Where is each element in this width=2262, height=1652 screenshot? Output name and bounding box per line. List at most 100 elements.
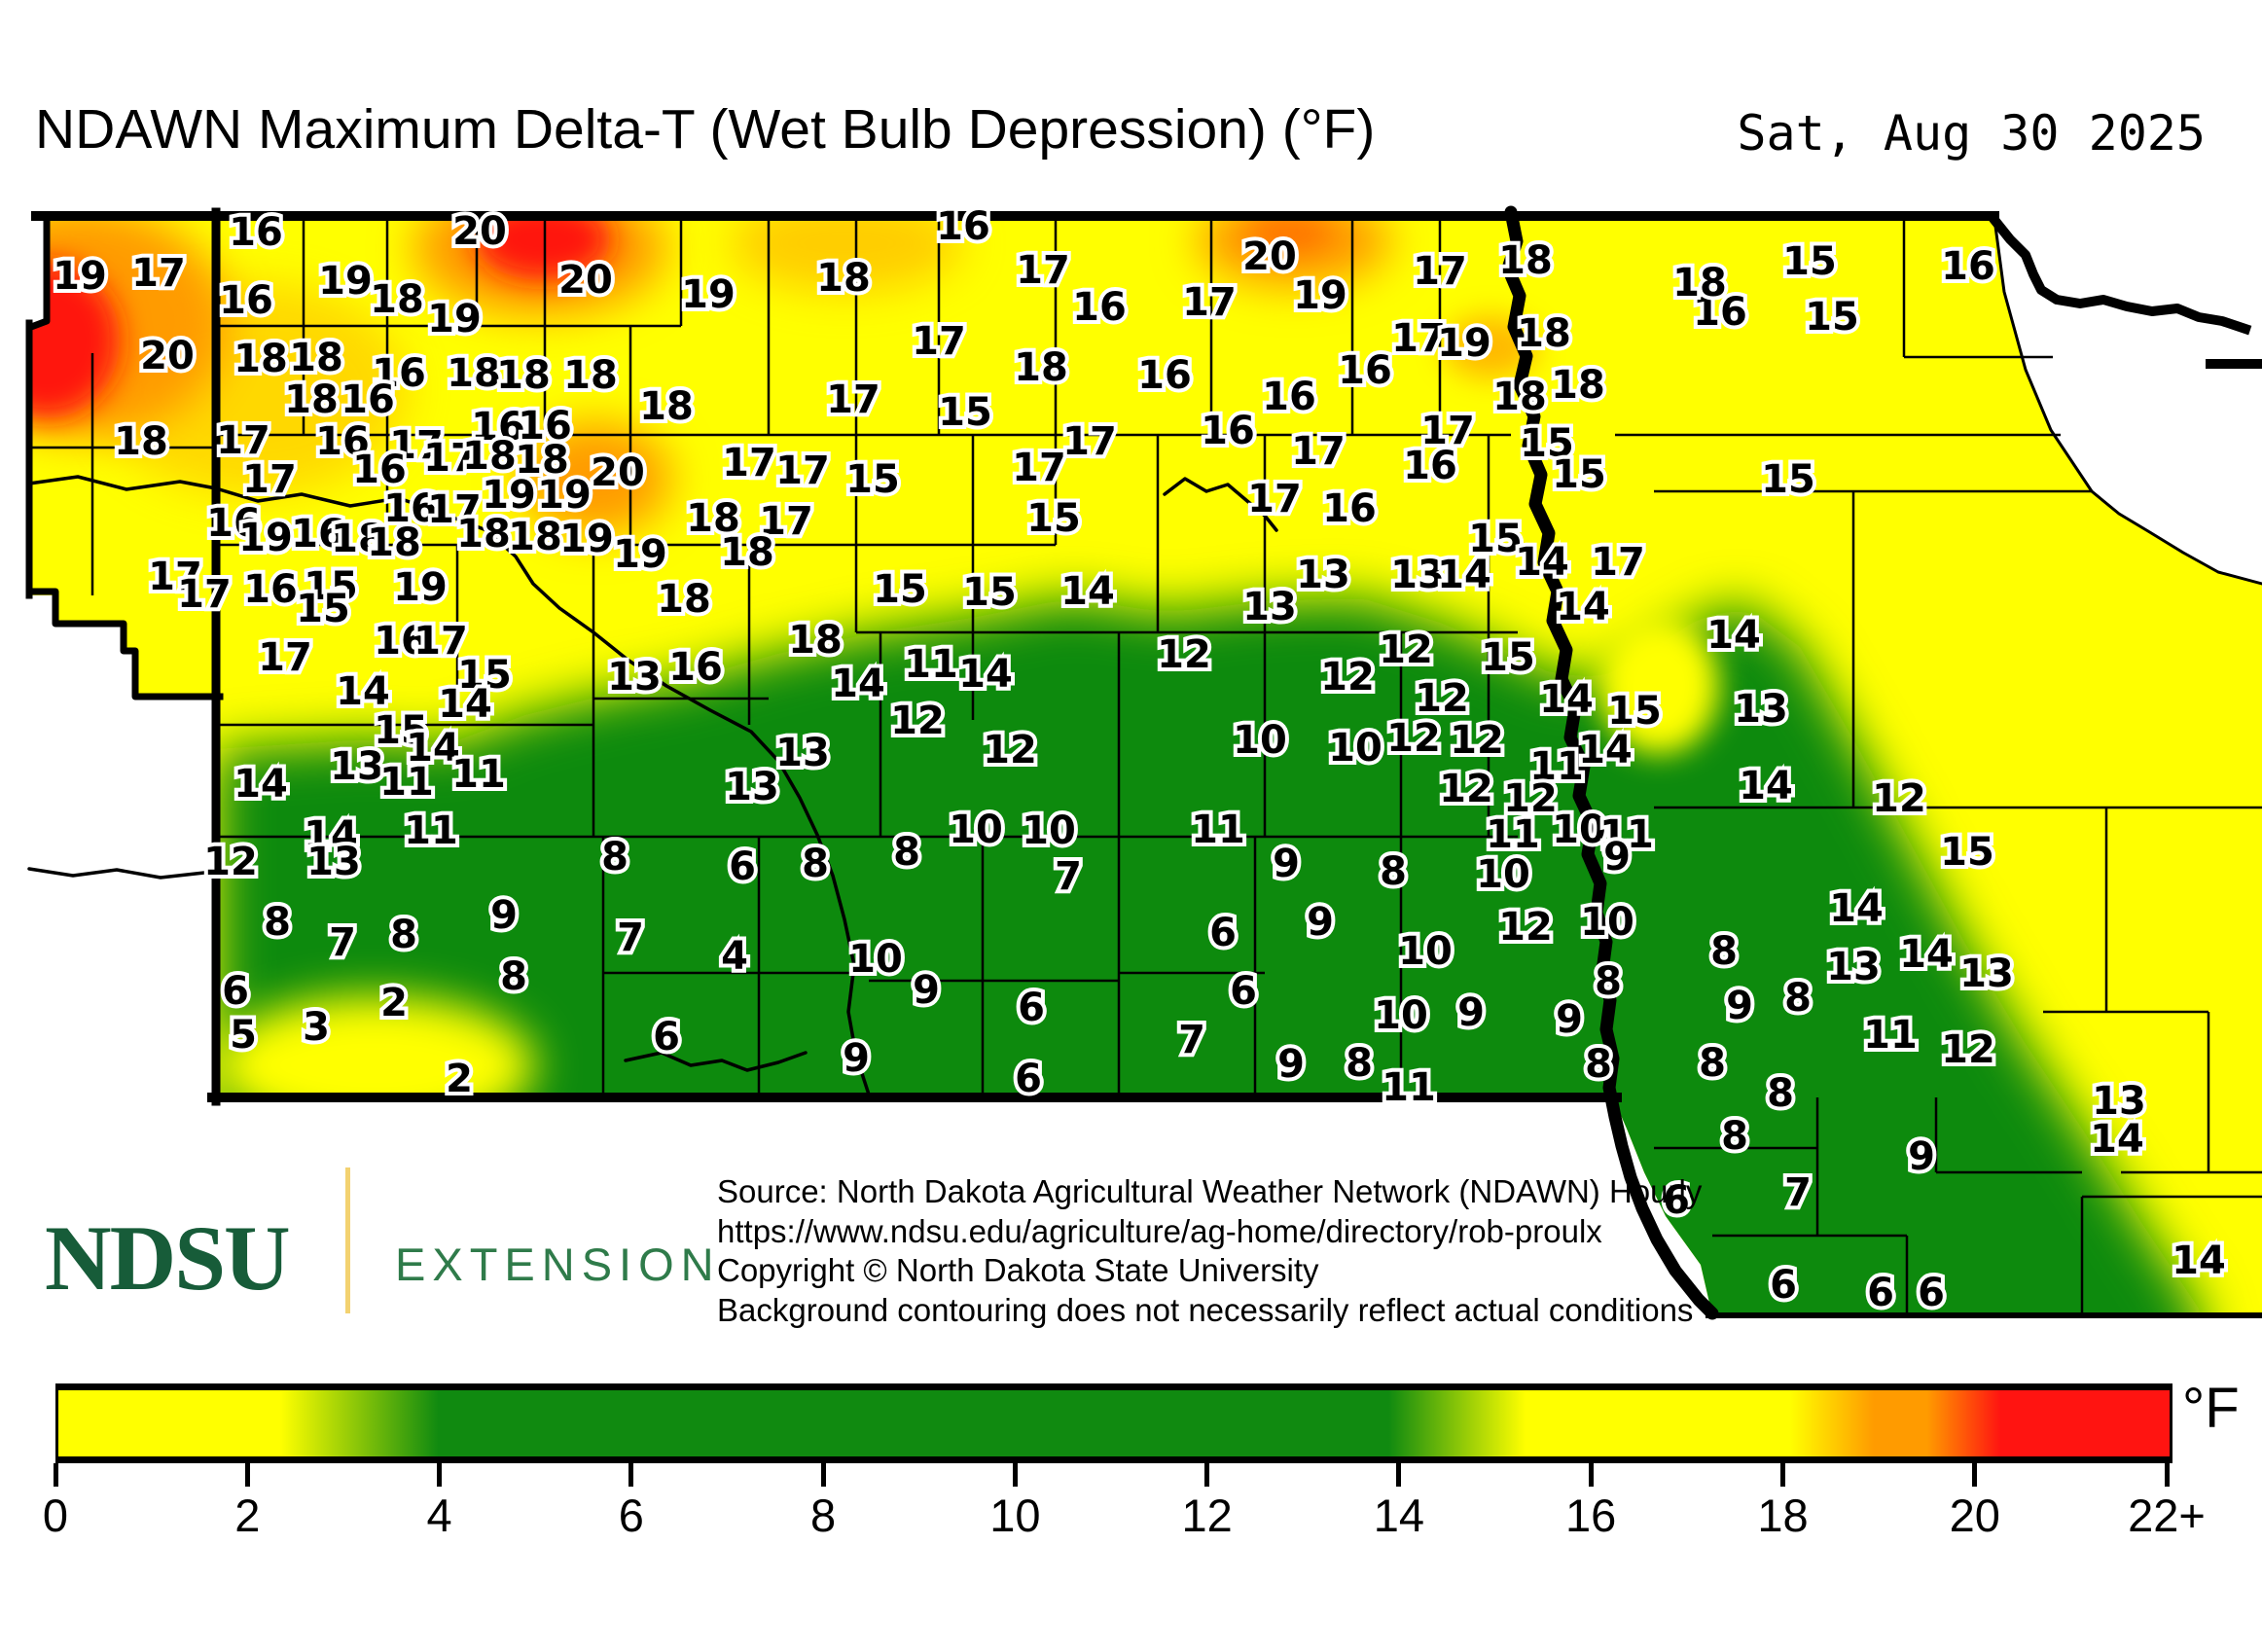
station-value-label: 11 (1486, 812, 1540, 857)
red-river-border (1501, 205, 1719, 1320)
station-value-label: 13 (1959, 952, 2014, 996)
station-value-label: 16 (1338, 348, 1392, 393)
legend-tick-label: 12 (1181, 1490, 1233, 1541)
source-line: Source: North Dakota Agricultural Weathe… (717, 1173, 1703, 1209)
station-value-label: 16 (291, 512, 345, 557)
station-value-label: 15 (1761, 457, 1815, 502)
station-value-label: 14 (406, 726, 460, 771)
station-value-label: 14 (1739, 764, 1793, 808)
station-value-label: 8 (1710, 929, 1738, 974)
station-value-label: 18 (639, 384, 694, 429)
station-value-label: 11 (1863, 1013, 1918, 1058)
station-value-label: 12 (890, 699, 945, 743)
station-value-label: 14 (304, 813, 358, 858)
station-value-label: 13 (2092, 1079, 2146, 1124)
station-value-label: 7 (1784, 1170, 1812, 1215)
station-value-label: 6 (1770, 1263, 1797, 1308)
station-value-label: 8 (1595, 959, 1622, 1004)
station-value-label: 17 (1391, 316, 1446, 361)
station-value-label: 19 (1293, 273, 1347, 318)
station-value-label: 8 (1699, 1041, 1726, 1086)
station-value-label: 15 (374, 708, 428, 753)
station-value-label: 20 (558, 258, 613, 303)
station-value-label: 17 (1291, 429, 1346, 474)
legend-tick (1779, 1463, 1785, 1487)
station-value-label: 17 (148, 555, 202, 599)
disclaimer-line: Background contouring does not necessari… (717, 1291, 1694, 1328)
station-value-label: 8 (390, 913, 417, 957)
station-value-label: 12 (1157, 632, 1211, 677)
station-value-label: 12 (1439, 767, 1493, 811)
station-value-label: 17 (722, 441, 776, 485)
station-value-label: 17 (427, 487, 482, 532)
legend-tick-label: 14 (1373, 1490, 1425, 1541)
station-value-label: 8 (1767, 1071, 1794, 1116)
station-value-label: 6 (1918, 1271, 1945, 1315)
station-value-label: 19 (427, 297, 482, 341)
legend-tick (437, 1463, 443, 1487)
station-value-label: 6 (1018, 986, 1045, 1030)
station-value-label: 18 (788, 618, 843, 663)
extension-logo: EXTENSION (395, 1239, 721, 1290)
station-value-label: 8 (802, 842, 829, 886)
station-value-label: 10 (848, 937, 903, 982)
station-value-label: 15 (1520, 421, 1574, 466)
station-value-label: 13 (1296, 553, 1350, 597)
station-value-label: 19 (393, 565, 448, 610)
legend-tick (1972, 1463, 1978, 1487)
station-value-label: 12 (983, 728, 1037, 772)
copyright-line: Copyright © North Dakota State Universit… (717, 1252, 1319, 1288)
station-value-label: 18 (1672, 261, 1727, 305)
station-value-label: 6 (222, 969, 249, 1014)
station-value-label: 14 (1829, 886, 1884, 931)
station-value-label: 14 (1539, 677, 1594, 722)
station-value-label: 10 (1580, 900, 1634, 945)
source-url: https://www.ndsu.edu/agriculture/ag-home… (717, 1212, 1602, 1249)
map-date: Sat, Aug 30 2025 (1737, 105, 2206, 162)
station-value-label: 10 (1476, 852, 1530, 897)
station-value-label: 11 (1529, 744, 1584, 789)
station-value-label: 9 (1908, 1134, 1935, 1179)
color-scale-bar (55, 1383, 2172, 1463)
station-value-label: 14 (438, 682, 492, 727)
station-value-label: 18 (515, 438, 569, 483)
station-value-label: 17 (413, 619, 468, 664)
station-value-label: 18 (447, 351, 501, 396)
station-value-label: 15 (1481, 635, 1535, 680)
river-lines (27, 475, 1278, 1096)
station-value-label: 17 (1062, 419, 1117, 464)
station-value-label: 16 (668, 645, 723, 690)
station-value-label: 16 (518, 404, 572, 449)
station-value-label: 18 (1517, 311, 1571, 356)
legend-tick (244, 1463, 250, 1487)
station-value-label: 19 (681, 272, 736, 317)
legend-tick-label: 16 (1565, 1490, 1617, 1541)
station-value-label: 16 (1322, 486, 1377, 531)
station-value-label: 7 (329, 920, 356, 965)
station-value-label: 17 (389, 423, 444, 468)
station-value-label: 19 (559, 517, 614, 561)
station-value-label: 16 (374, 619, 428, 664)
station-value-label: 15 (1468, 517, 1523, 561)
station-value-label: 17 (216, 418, 270, 463)
station-value-label: 8 (1380, 849, 1407, 894)
station-value-label: 20 (591, 450, 645, 495)
station-value-label: 20 (1242, 234, 1297, 279)
station-value-label: 2 (446, 1057, 473, 1101)
station-value-label: 17 (775, 449, 830, 493)
station-value-label: 7 (1055, 854, 1082, 899)
station-value-label: 20 (140, 334, 195, 378)
station-value-label: 15 (938, 390, 992, 435)
station-value-label: 18 (1492, 375, 1547, 419)
ndsu-logo: NDSU (45, 1206, 291, 1310)
station-value-label: 17 (826, 377, 880, 422)
station-value-label: 15 (873, 567, 927, 612)
station-value-label: 13 (330, 744, 384, 789)
station-value-label: 17 (131, 251, 186, 296)
legend-tick (1204, 1463, 1210, 1487)
station-value-label: 13 (607, 655, 662, 700)
station-value-label: 12 (1872, 776, 1926, 821)
station-value-label: 13 (725, 765, 779, 809)
station-value-label: 19 (1437, 321, 1491, 366)
station-value-label: 15 (304, 564, 358, 609)
